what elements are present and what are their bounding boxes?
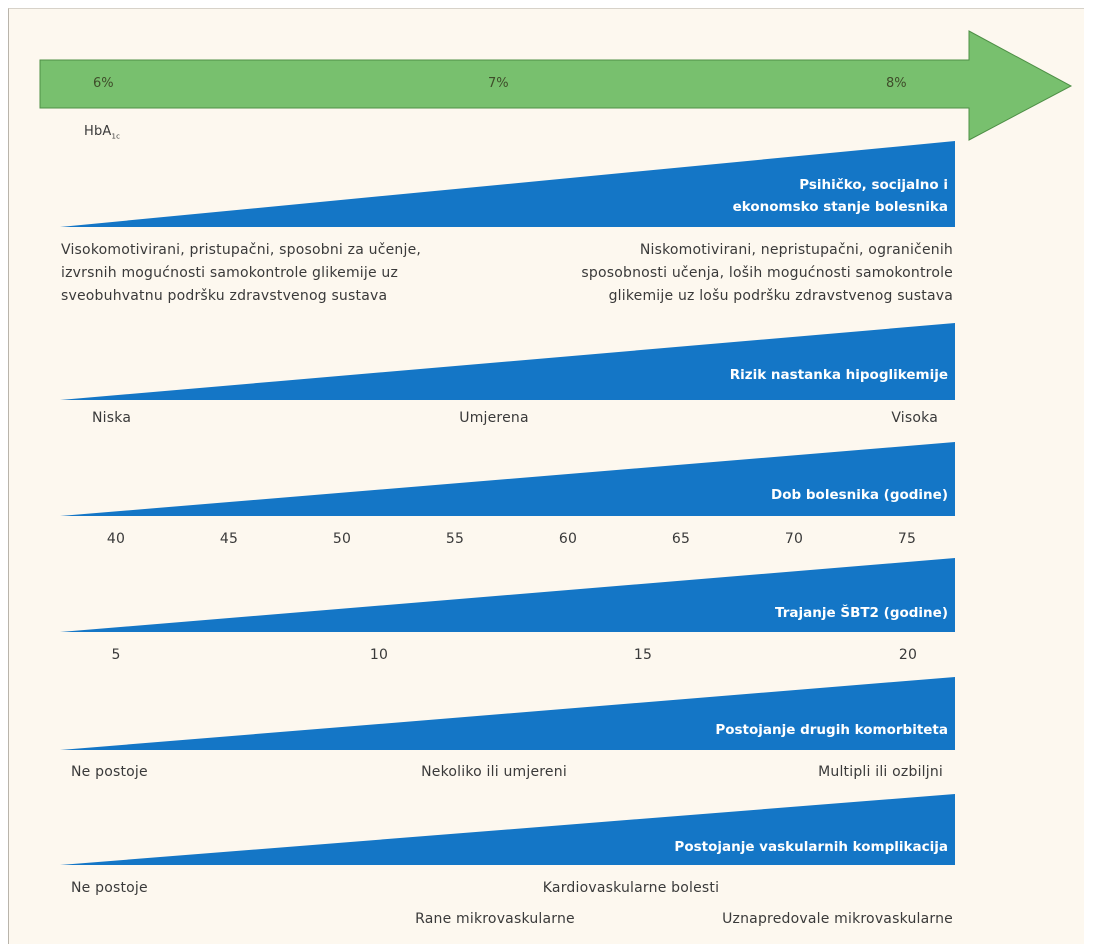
psych-right-text: Niskomotivirani, nepristupačni, ograniče… [581, 242, 953, 304]
duration-tick: 10 [369, 647, 389, 663]
hypo-label-low: Niska [92, 410, 132, 426]
wedge-psych [60, 141, 955, 227]
hypo-label-mid: Umjerena [459, 410, 529, 426]
wedge-age [60, 442, 955, 516]
wedge-title-hypo: Rizik nastanka hipoglikemije [729, 367, 948, 383]
age-tick: 75 [897, 531, 917, 547]
vasc-label-early-micro: Rane mikrovaskularne [415, 911, 575, 927]
wedge-title-vasc: Postojanje vaskularnih komplikacija [674, 839, 948, 855]
age-tick: 50 [332, 531, 352, 547]
wedge-title-comorb: Postojanje drugih komorbiteta [715, 722, 948, 738]
age-tick: 65 [671, 531, 691, 547]
hba1c-label: HbA1c [84, 124, 121, 141]
comorb-label-none: Ne postoje [71, 764, 148, 780]
wedge-duration [60, 558, 955, 632]
hba1c-arrow [39, 30, 1073, 141]
age-tick: 45 [219, 531, 239, 547]
wedge-comorb [60, 677, 955, 750]
age-tick: 55 [445, 531, 465, 547]
duration-tick: 20 [898, 647, 918, 663]
age-tick: 60 [558, 531, 578, 547]
wedge-title-psych: Psihičko, socijalno i ekonomsko stanje b… [732, 177, 948, 215]
comorb-label-mid: Nekoliko ili umjereni [421, 764, 567, 780]
psych-left-text: Visokomotivirani, pristupačni, sposobni … [61, 242, 422, 304]
wedge-hypo [60, 323, 955, 400]
hba1c-tick: 6% [93, 76, 114, 91]
duration-tick: 15 [633, 647, 653, 663]
wedge-title-age: Dob bolesnika (godine) [771, 487, 948, 503]
wedge-vasc [60, 794, 955, 865]
age-tick: 70 [784, 531, 804, 547]
hba1c-tick: 8% [886, 76, 907, 91]
hba1c-tick: 7% [488, 76, 509, 91]
diagram-figure: 6% 7% 8% HbA1c Psihičko, socijalno i eko… [8, 8, 1084, 944]
vasc-label-cardio: Kardiovaskularne bolesti [542, 880, 720, 896]
comorb-label-high: Multipli ili ozbiljni [818, 764, 943, 780]
wedge-title-duration: Trajanje ŠBT2 (godine) [775, 605, 948, 621]
age-tick: 40 [106, 531, 126, 547]
vasc-label-advanced-micro: Uznapredovale mikrovaskularne [722, 911, 953, 927]
vasc-label-none: Ne postoje [71, 880, 148, 896]
diagram-shapes [39, 30, 1073, 865]
hypo-label-high: Visoka [891, 410, 938, 426]
duration-tick: 5 [111, 647, 121, 663]
